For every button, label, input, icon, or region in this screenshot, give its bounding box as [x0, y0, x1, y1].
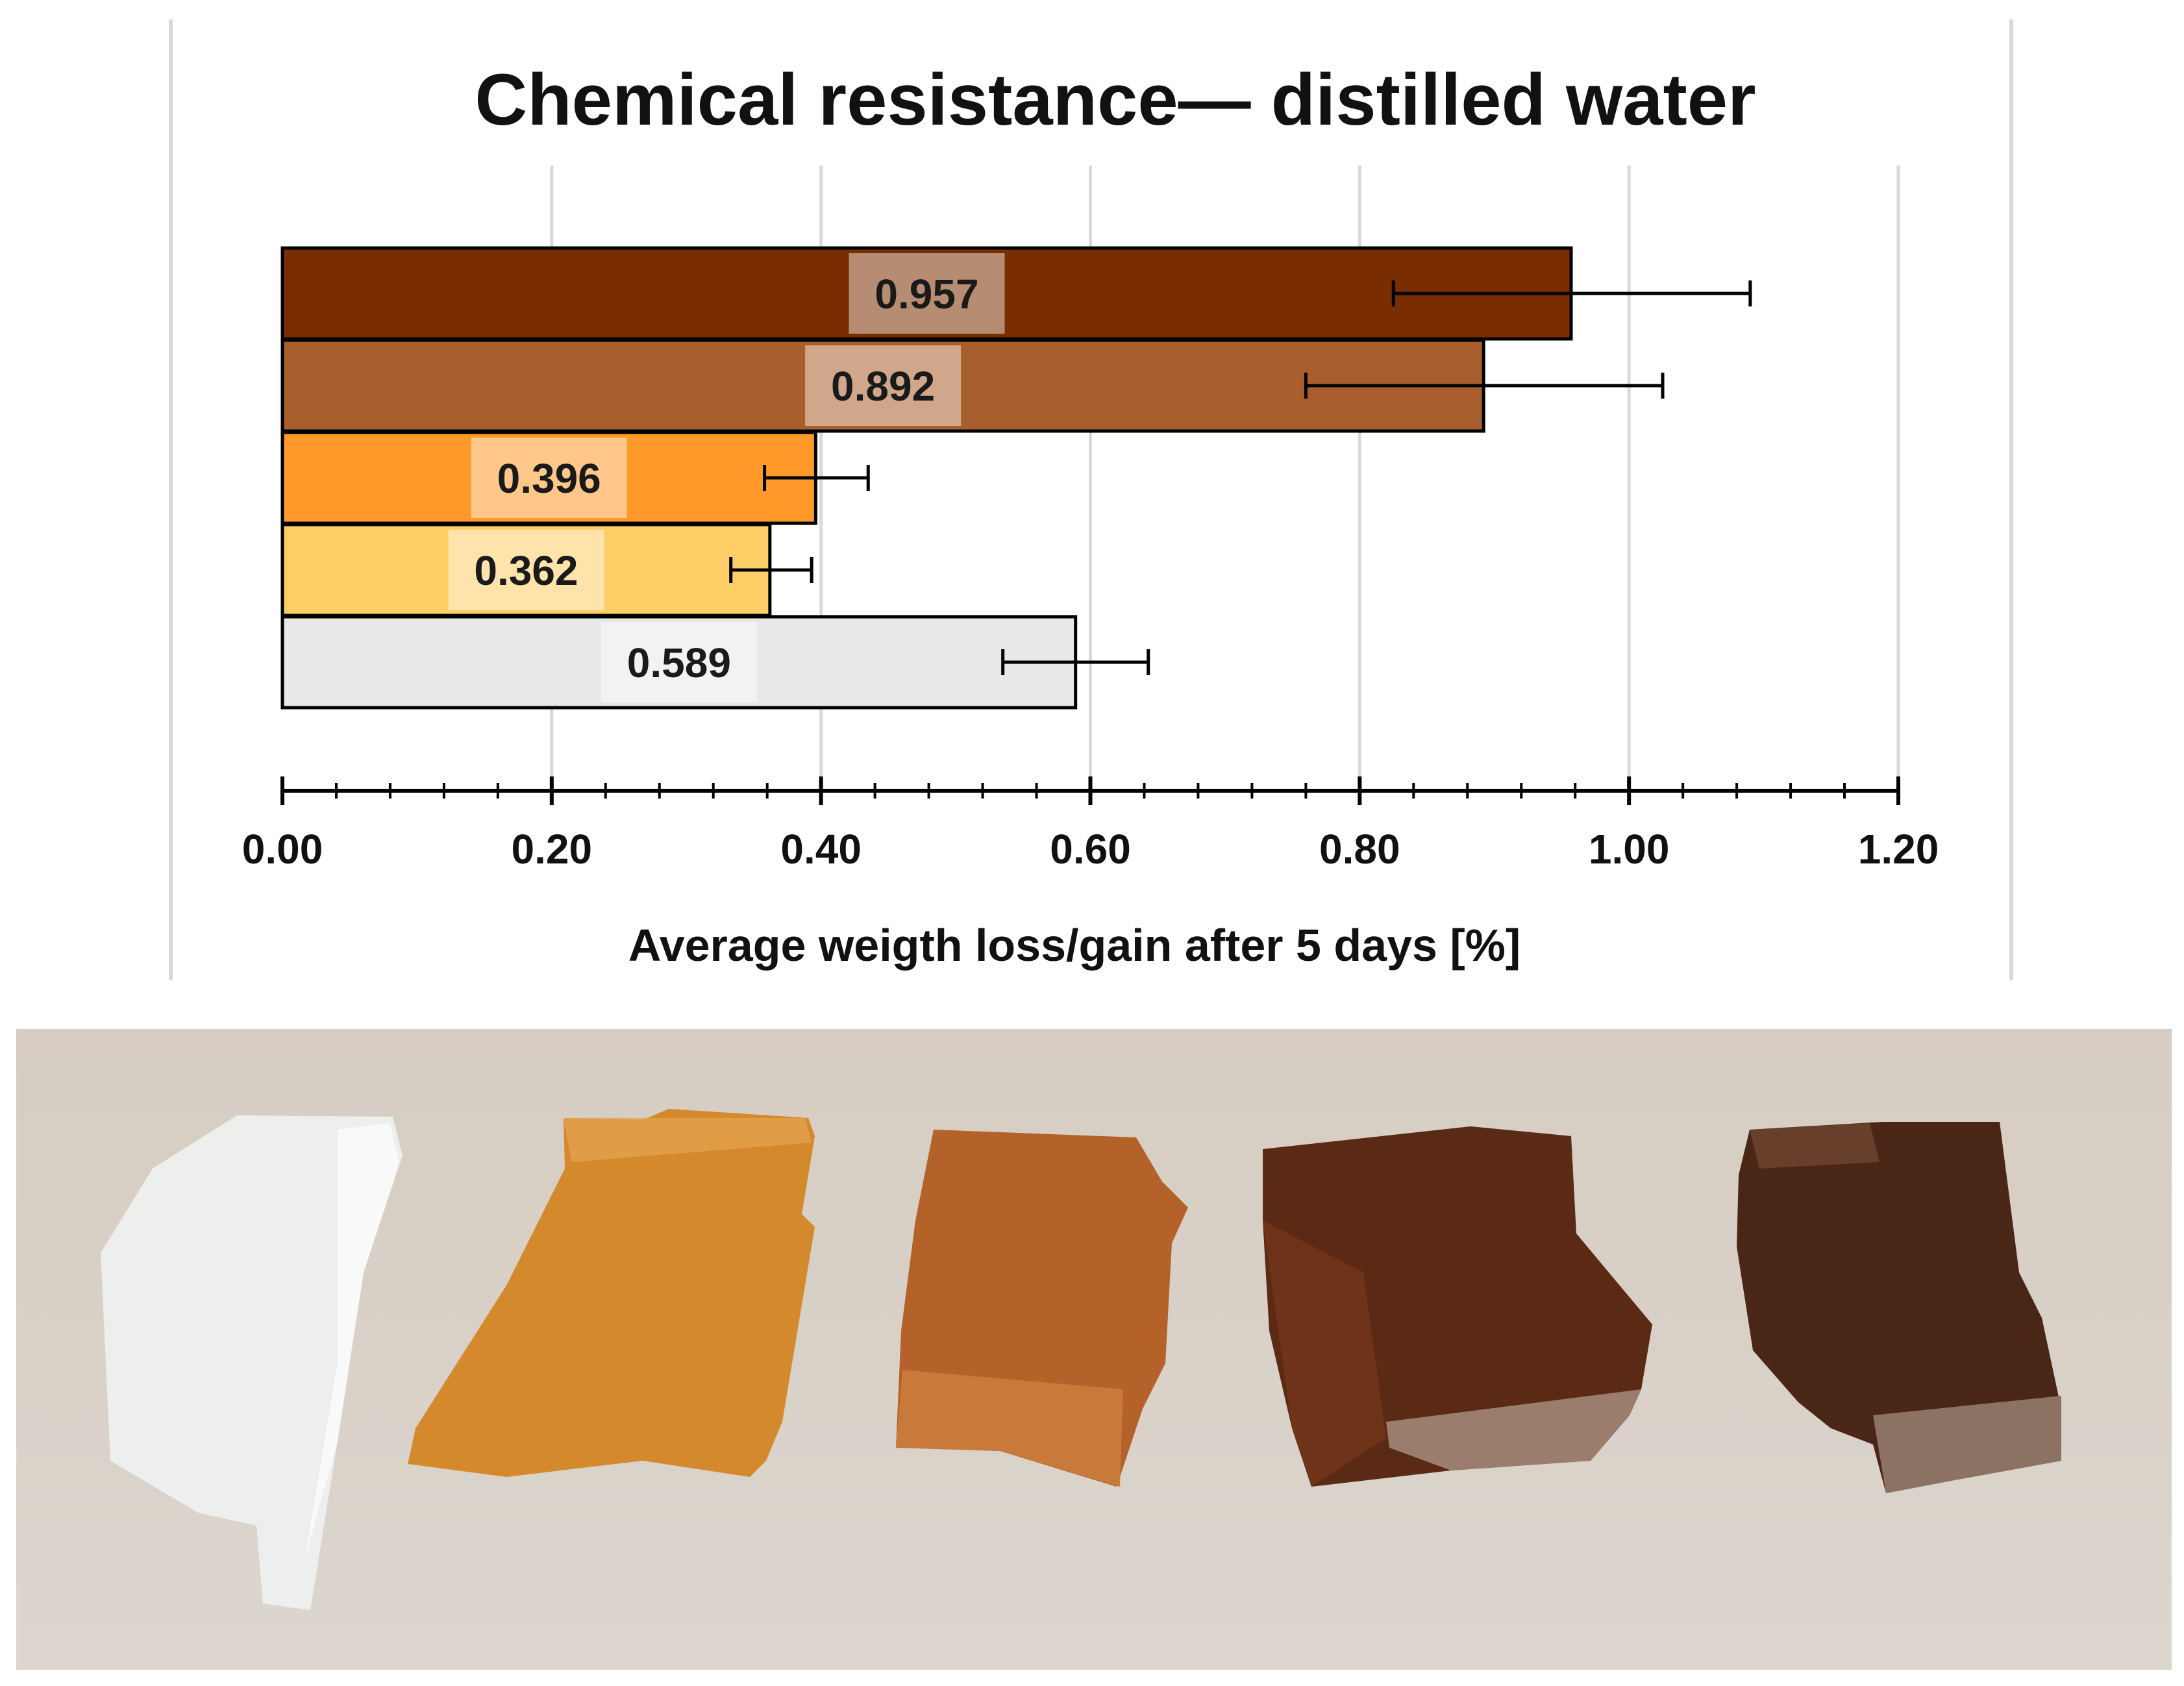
- x-axis: 0.00 0.20 0.40 0.60 0.80 1.00 1.20: [242, 776, 1939, 873]
- tick-label-3: 0.60: [1050, 826, 1131, 873]
- data-label-box-1: [805, 345, 962, 426]
- data-label-3: 0.362: [474, 547, 578, 594]
- x-axis-label: Average weigth loss/gain after 5 days [%…: [628, 920, 1521, 971]
- tick-label-4: 0.80: [1319, 826, 1400, 873]
- sample-photo: [16, 1029, 2172, 1670]
- data-labels: 0.957 0.892 0.396 0.362 0.589: [448, 253, 1005, 702]
- orange-brown-sample-icon: [896, 1130, 1188, 1487]
- brown-sample-icon: [1263, 1126, 1652, 1487]
- tick-label-1: 0.20: [512, 826, 593, 873]
- data-label-box-4: [601, 622, 757, 702]
- data-label-box-3: [448, 530, 604, 610]
- white-translucent-sample-icon: [101, 1115, 403, 1610]
- data-label-box-2: [471, 438, 627, 518]
- error-bars: [729, 280, 1752, 675]
- amber-sample-icon: [408, 1109, 815, 1477]
- data-label-4: 0.589: [627, 639, 731, 686]
- tick-label-5: 1.00: [1589, 826, 1670, 873]
- data-label-2: 0.396: [497, 455, 601, 502]
- data-label-1: 0.892: [831, 363, 935, 410]
- chart-title: Chemical resistance— distilled water: [475, 59, 1756, 140]
- bar-1: [280, 338, 1485, 433]
- data-label-0: 0.957: [875, 271, 978, 317]
- dark-brown-sample-icon: [1737, 1122, 2061, 1493]
- bars: [280, 246, 1573, 710]
- tick-label-0: 0.00: [242, 826, 323, 873]
- tick-label-2: 0.40: [780, 826, 862, 873]
- bar-0: [280, 246, 1573, 341]
- tick-label-6: 1.20: [1858, 826, 1939, 873]
- data-label-box-0: [849, 253, 1005, 334]
